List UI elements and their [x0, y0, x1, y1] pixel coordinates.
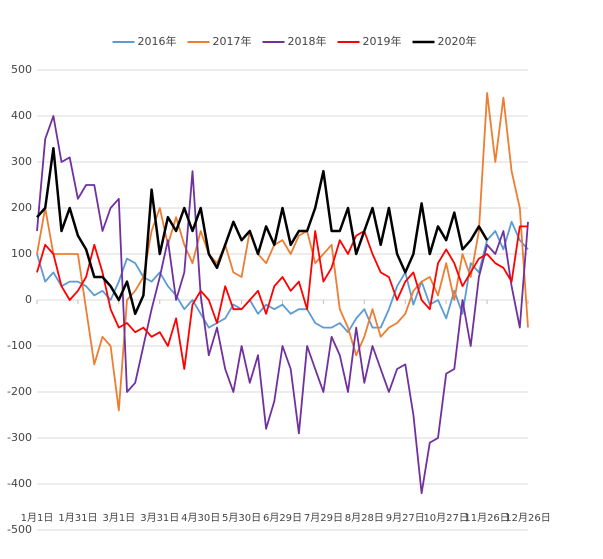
y-tick-label: -200	[7, 385, 32, 398]
y-tick-label: -300	[7, 431, 32, 444]
series-line	[36, 115, 529, 495]
y-tick-label: 0	[25, 293, 32, 306]
x-tick-label: 6月29日	[263, 512, 302, 524]
y-tick-label: -500	[7, 523, 32, 536]
legend-label: 2020年	[438, 34, 477, 48]
legend-label: 2016年	[138, 34, 177, 48]
y-tick-label: 200	[11, 201, 32, 214]
x-tick-label: 3月1日	[102, 512, 135, 524]
x-tick-label: 12月26日	[505, 512, 550, 524]
legend-label: 2017年	[213, 34, 252, 48]
series-line	[36, 146, 489, 316]
x-tick-label: 5月30日	[222, 512, 261, 524]
series-line	[36, 92, 529, 412]
y-tick-label: 100	[11, 247, 32, 260]
x-tick-label: 9月27日	[386, 512, 425, 524]
x-tick-label: 1月31日	[58, 512, 97, 524]
x-tick-label: 4月30日	[181, 512, 220, 524]
x-tick-label: 1月1日	[21, 512, 54, 524]
y-tick-label: -400	[7, 477, 32, 490]
series-line	[36, 220, 529, 334]
y-tick-label: 500	[11, 63, 32, 76]
y-tick-label: -100	[7, 339, 32, 352]
x-tick-label: 7月29日	[304, 512, 343, 524]
x-tick-label: 3月31日	[140, 512, 179, 524]
x-tick-label: 11月26日	[464, 512, 509, 524]
series-line	[36, 225, 528, 370]
legend-label: 2019年	[363, 34, 402, 48]
y-tick-label: 300	[11, 155, 32, 168]
y-tick-label: 400	[11, 109, 32, 122]
x-tick-label: 8月28日	[345, 512, 384, 524]
x-tick-label: 10月27日	[423, 512, 468, 524]
legend-label: 2018年	[288, 34, 327, 48]
